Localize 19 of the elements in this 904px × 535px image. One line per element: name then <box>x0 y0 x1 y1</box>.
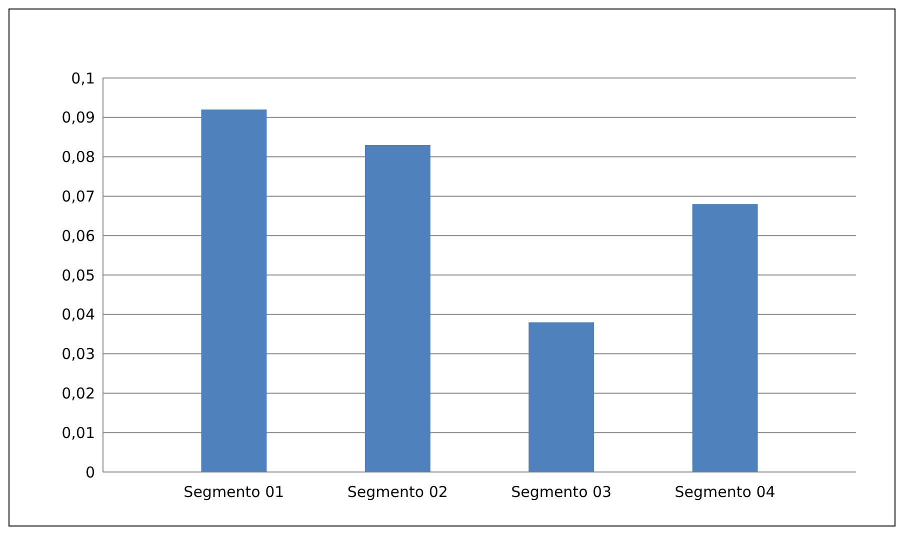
y-tick-label: 0,05 <box>62 266 95 284</box>
y-tick-label: 0,03 <box>62 345 95 364</box>
bar <box>528 322 594 472</box>
x-tick-label: Segmento 03 <box>511 483 612 501</box>
y-tick-label: 0,04 <box>62 306 95 324</box>
y-tick-label: 0,06 <box>62 226 95 245</box>
bar <box>364 144 430 472</box>
y-tick-label: 0,01 <box>62 424 95 442</box>
y-tick-label: 0,08 <box>62 148 95 166</box>
bar <box>201 110 267 472</box>
x-tick-label: Segmento 02 <box>347 483 448 501</box>
y-tick-label: 0,07 <box>62 187 95 206</box>
y-tick-label: 0 <box>85 463 95 482</box>
x-tick-label: Segmento 04 <box>674 483 776 501</box>
bar <box>692 204 758 472</box>
y-tick-label: 0,02 <box>62 384 95 402</box>
y-tick-label: 0,09 <box>62 108 95 127</box>
x-tick-label: Segmento 01 <box>184 483 284 501</box>
y-tick-label: 0,1 <box>71 69 95 88</box>
